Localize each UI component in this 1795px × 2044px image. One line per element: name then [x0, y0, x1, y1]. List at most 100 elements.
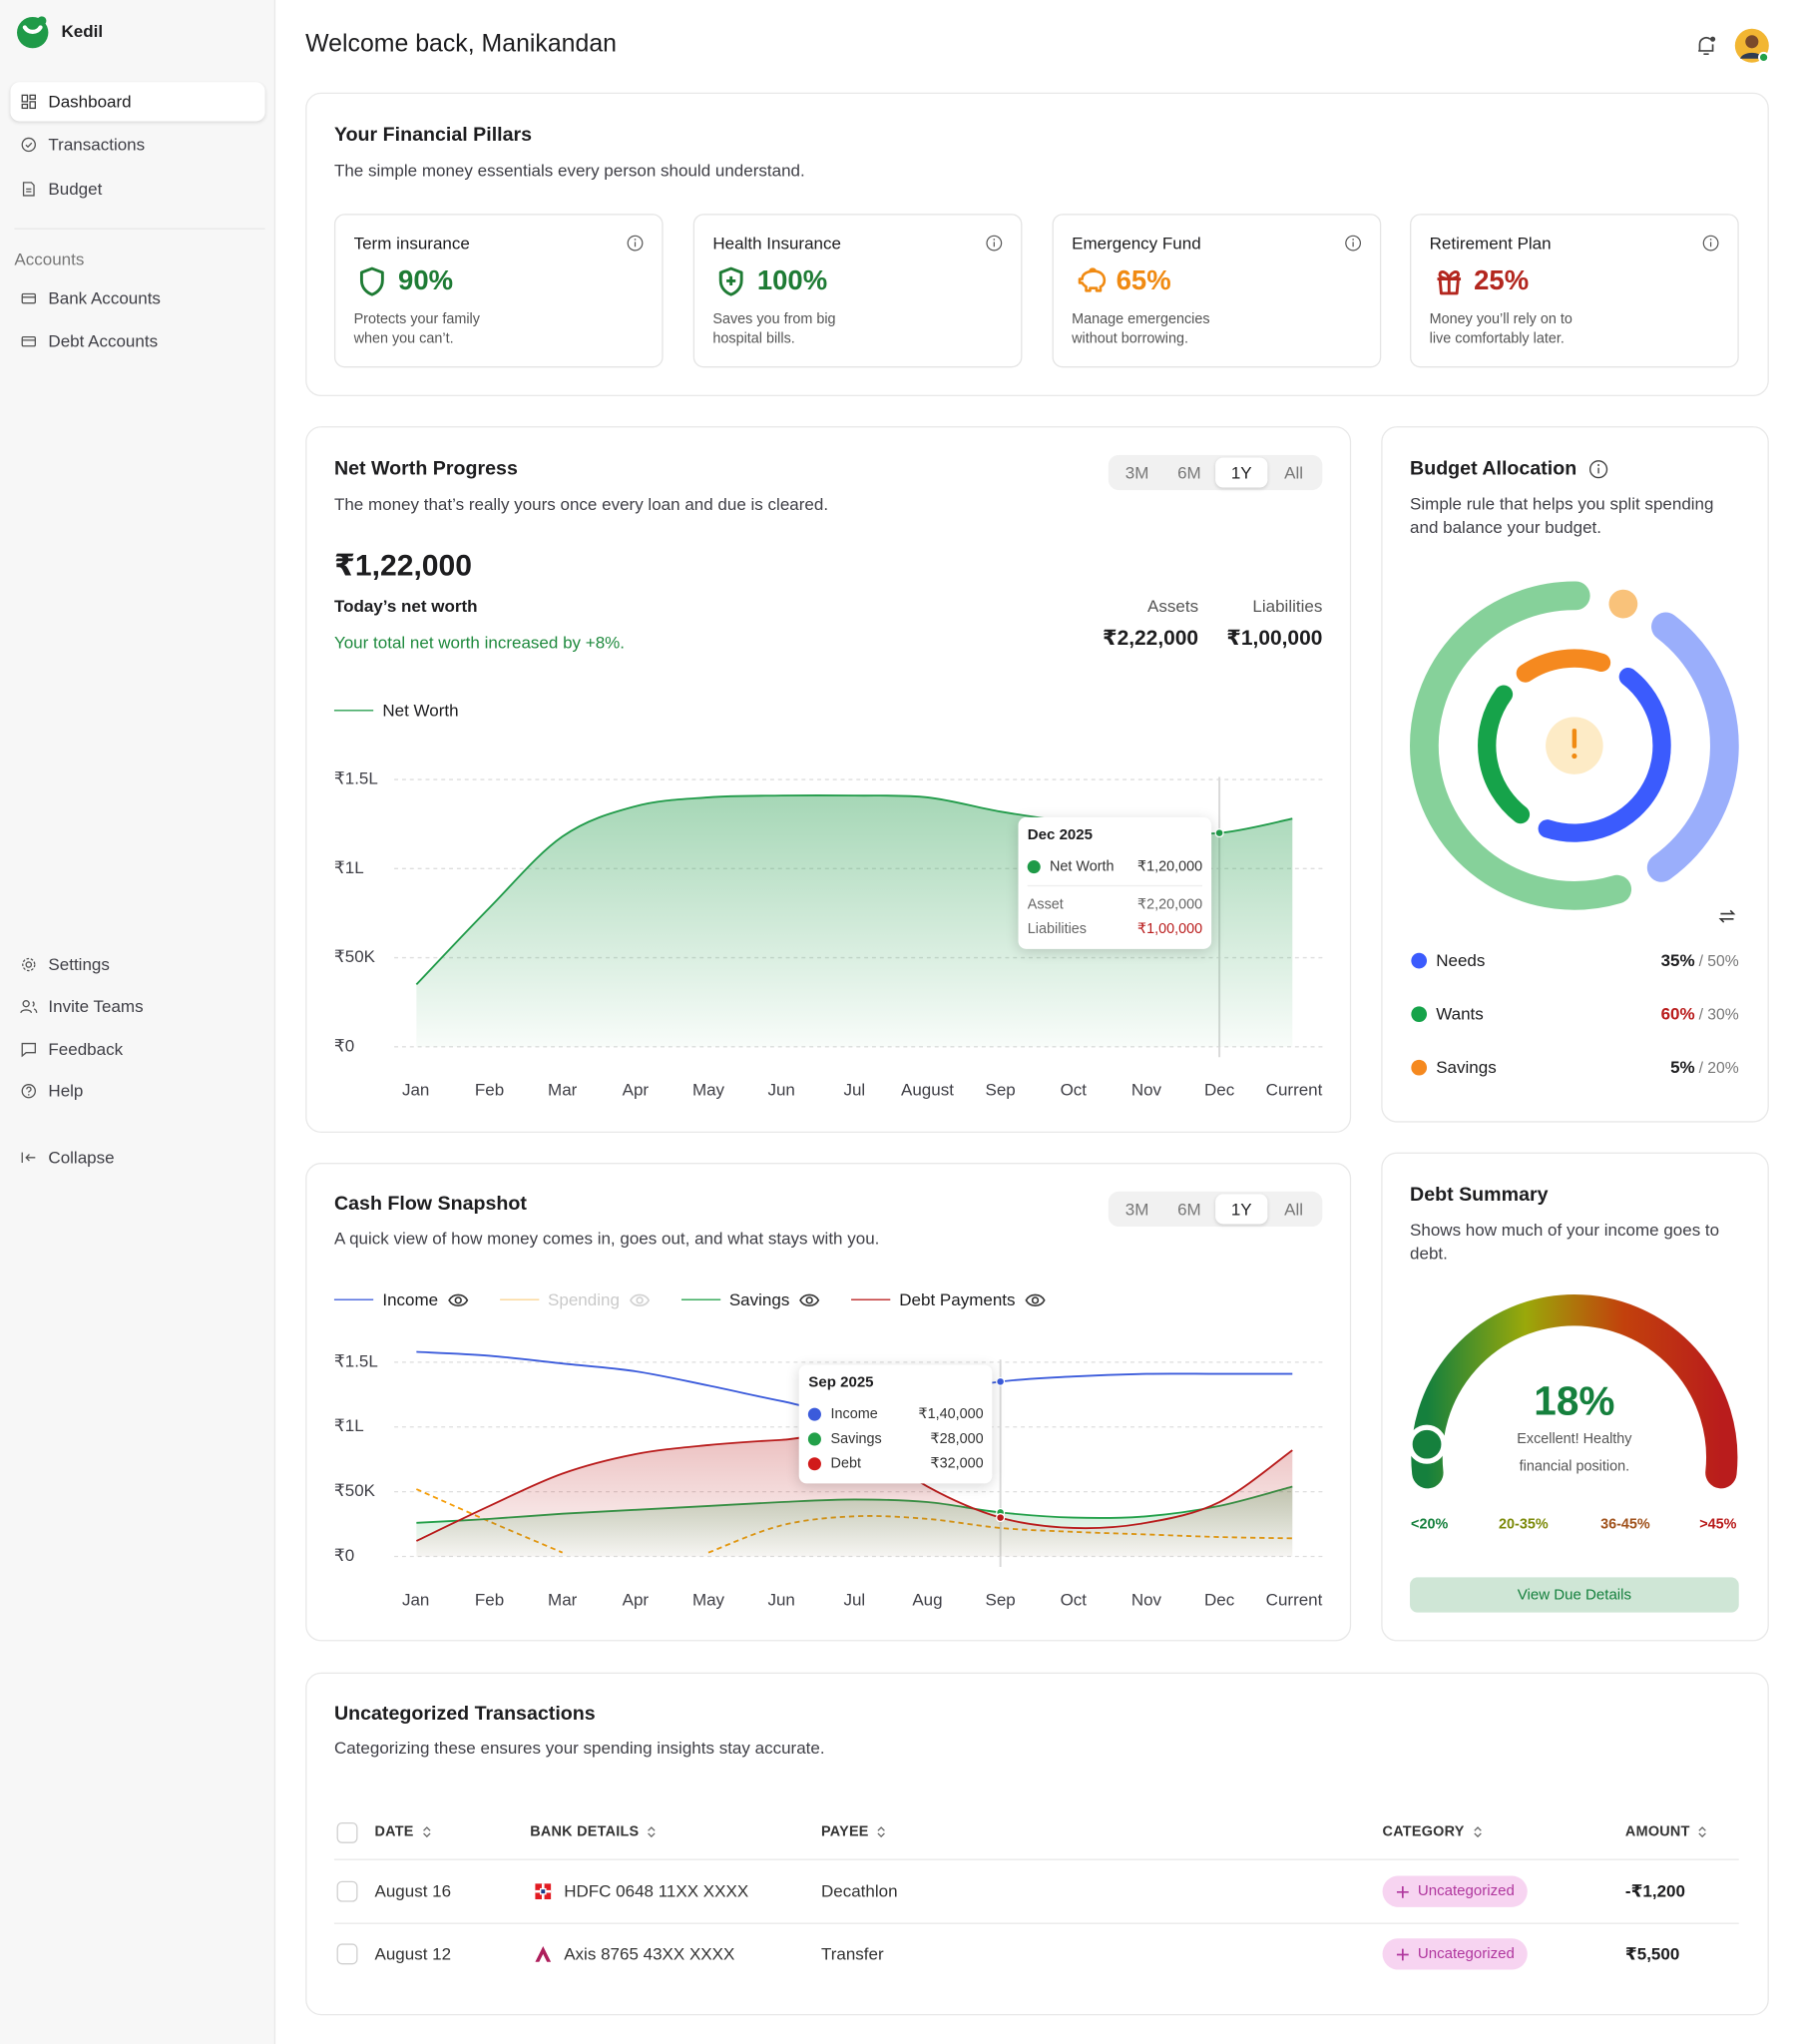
tooltip-value: ₹1,00,000 [1136, 921, 1203, 938]
legend-label: Savings [1436, 1057, 1497, 1078]
column-label: DATE [374, 1823, 414, 1840]
legend: Net Worth [333, 701, 459, 721]
sort-icon [878, 1826, 886, 1838]
card-subtitle: Shows how much of your income goes to de… [1410, 1220, 1720, 1264]
view-due-button[interactable]: View Due Details [1410, 1577, 1739, 1613]
legend-label: Savings [728, 1289, 790, 1309]
card-subtitle: A quick view of how money comes in, goes… [333, 1228, 880, 1249]
checkbox[interactable] [336, 1880, 358, 1902]
row-divider [333, 1858, 1739, 1860]
legend-item[interactable]: Debt Payments [850, 1289, 1046, 1309]
legend-item[interactable]: Income [333, 1289, 468, 1309]
nav-item[interactable]: Budget [48, 179, 103, 199]
tooltip-label-wrap: Asset [1028, 896, 1064, 912]
pillar-note: Saves you from big hospital bills. [712, 311, 836, 347]
pillar-note: Manage emergencies without borrowing. [1072, 311, 1210, 347]
legend-dot [1411, 952, 1428, 969]
card-subtitle: The money that’s really yours once every… [333, 494, 829, 514]
legend-item[interactable]: Spending [499, 1289, 650, 1309]
nav-icon [21, 1084, 36, 1099]
nav-item[interactable]: Feedback [48, 1039, 124, 1059]
category-label: Uncategorized [1417, 1883, 1515, 1900]
tooltip-dot [808, 1456, 822, 1470]
nav-item[interactable]: Help [48, 1081, 84, 1101]
legend-toggle [629, 1293, 650, 1306]
legend-line [333, 710, 374, 712]
avatar[interactable] [1734, 27, 1771, 64]
tooltip-label: Net Worth [1050, 858, 1115, 874]
nav-item[interactable]: Dashboard [48, 91, 132, 112]
pillar-name: Retirement Plan [1429, 233, 1552, 254]
nav-icon [20, 1000, 38, 1014]
tooltip-label-wrap: Income [808, 1405, 878, 1422]
row-divider [333, 1922, 1739, 1924]
page-title: Welcome back, Manikandan [305, 30, 617, 59]
nav-item[interactable]: Bank Accounts [48, 287, 161, 308]
legend-label: Net Worth [382, 701, 459, 721]
range-button[interactable]: 6M [1177, 462, 1201, 483]
card-title: Cash Flow Snapshot [333, 1193, 527, 1216]
pillar-name: Emergency Fund [1072, 233, 1201, 254]
tooltip-row: Liabilities ₹1,00,000 [1028, 916, 1202, 941]
card-subtitle: The simple money essentials every person… [333, 160, 805, 181]
nav-icon [21, 137, 36, 153]
card-subtitle: Simple rule that helps you split spendin… [1410, 494, 1714, 538]
net-worth-change: Your total net worth increased by +8%. [333, 632, 626, 653]
brand: Kedil [61, 21, 104, 41]
column-header[interactable]: PAYEE [821, 1824, 887, 1841]
legend-values: 35%/ 50% [1661, 950, 1739, 970]
column-header[interactable]: DATE [374, 1824, 431, 1841]
nav-item[interactable]: Invite Teams [48, 996, 144, 1016]
plus-icon [1396, 1885, 1409, 1898]
legend-toggle [447, 1293, 468, 1306]
cell: ₹5,500 [1624, 1943, 1680, 1964]
range-button[interactable]: 1Y [1215, 1194, 1268, 1225]
collapse[interactable]: Collapse [48, 1147, 115, 1168]
actual-value: 5% [1670, 1057, 1695, 1078]
range-button[interactable]: 1Y [1215, 457, 1268, 488]
sidebar [0, 0, 276, 2044]
net-worth-card [305, 426, 1352, 1134]
nav-item[interactable]: Settings [48, 954, 110, 974]
category-pill[interactable]: Uncategorized [1382, 1875, 1528, 1907]
tooltip: Dec 2025 Net Worth ₹1,20,000 Asset ₹2,20,000… [1018, 816, 1212, 949]
nav-active-bg [10, 82, 265, 122]
tooltip-dot [808, 1406, 822, 1421]
tooltip-label: Income [830, 1405, 878, 1422]
bank-logo [535, 1946, 552, 1962]
legend-toggle [1025, 1293, 1046, 1306]
cell: -₹1,200 [1624, 1880, 1685, 1901]
pillar-value: 90% [398, 265, 454, 296]
nav-item[interactable]: Debt Accounts [48, 331, 159, 351]
range-button[interactable]: 3M [1124, 462, 1149, 483]
category-pill[interactable]: Uncategorized [1382, 1938, 1528, 1970]
column-header[interactable]: AMOUNT [1625, 1824, 1708, 1841]
range-button[interactable]: 6M [1177, 1199, 1201, 1220]
pillar-value: 25% [1474, 265, 1530, 296]
legend-item: Net Worth [333, 701, 459, 721]
notification-bell[interactable] [1694, 34, 1718, 58]
column-label: CATEGORY [1382, 1823, 1465, 1840]
legend: Income Spending Savings Debt Payments [333, 1289, 1046, 1309]
assets-value: ₹2,22,000 [1103, 627, 1199, 650]
sort-icon [1699, 1826, 1707, 1838]
checkbox[interactable] [336, 1943, 358, 1965]
column-header[interactable]: BANK DETAILS [530, 1824, 658, 1841]
range-button[interactable]: All [1284, 462, 1304, 483]
range-button[interactable]: 3M [1124, 1199, 1149, 1220]
info-icon[interactable] [1588, 459, 1608, 479]
legend-label: Spending [548, 1289, 620, 1309]
card-title: Debt Summary [1410, 1183, 1549, 1207]
pillar-card: Term insurance 90% Protects your family wh… [333, 214, 664, 368]
tooltip-title: Sep 2025 [808, 1374, 874, 1391]
checkbox[interactable] [336, 1821, 358, 1843]
legend-item[interactable]: Savings [680, 1289, 820, 1309]
column-header[interactable]: CATEGORY [1383, 1824, 1483, 1841]
tooltip-label: Asset [1027, 895, 1064, 912]
legend-values: 5%/ 20% [1670, 1058, 1739, 1078]
sort-icon [423, 1826, 431, 1838]
swap-icon[interactable] [1716, 908, 1737, 924]
range-button[interactable]: All [1284, 1199, 1304, 1220]
nav-item[interactable]: Transactions [48, 134, 146, 155]
